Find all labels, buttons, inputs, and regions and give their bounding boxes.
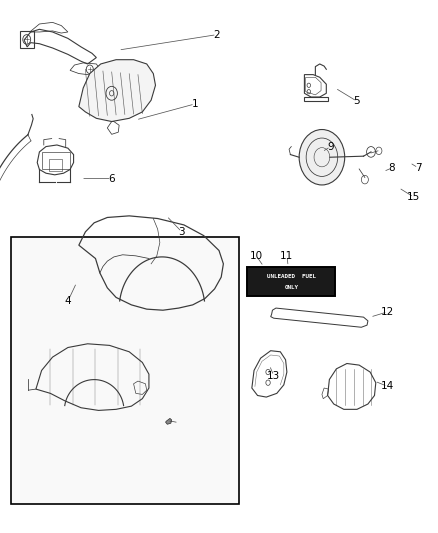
Text: 12: 12 xyxy=(381,307,394,317)
Text: 3: 3 xyxy=(178,227,185,237)
Text: 8: 8 xyxy=(389,163,396,173)
Polygon shape xyxy=(166,418,172,424)
Text: 10: 10 xyxy=(250,251,263,261)
Text: 5: 5 xyxy=(353,96,360,106)
Text: 14: 14 xyxy=(381,382,394,391)
FancyBboxPatch shape xyxy=(247,266,335,296)
Text: 7: 7 xyxy=(415,163,422,173)
Text: 15: 15 xyxy=(407,192,420,202)
FancyBboxPatch shape xyxy=(11,237,239,504)
Text: 11: 11 xyxy=(280,251,293,261)
Text: 2: 2 xyxy=(213,30,220,39)
Text: ONLY: ONLY xyxy=(284,285,298,289)
Bar xyxy=(49,159,62,171)
Text: 13: 13 xyxy=(267,371,280,381)
Circle shape xyxy=(299,130,345,185)
Bar xyxy=(20,31,34,48)
Text: 4: 4 xyxy=(64,296,71,306)
Text: 6: 6 xyxy=(108,174,115,183)
Text: UNLEADED  FUEL: UNLEADED FUEL xyxy=(267,273,316,279)
Text: 9: 9 xyxy=(327,142,334,151)
Text: 1: 1 xyxy=(191,99,198,109)
Polygon shape xyxy=(79,60,155,122)
